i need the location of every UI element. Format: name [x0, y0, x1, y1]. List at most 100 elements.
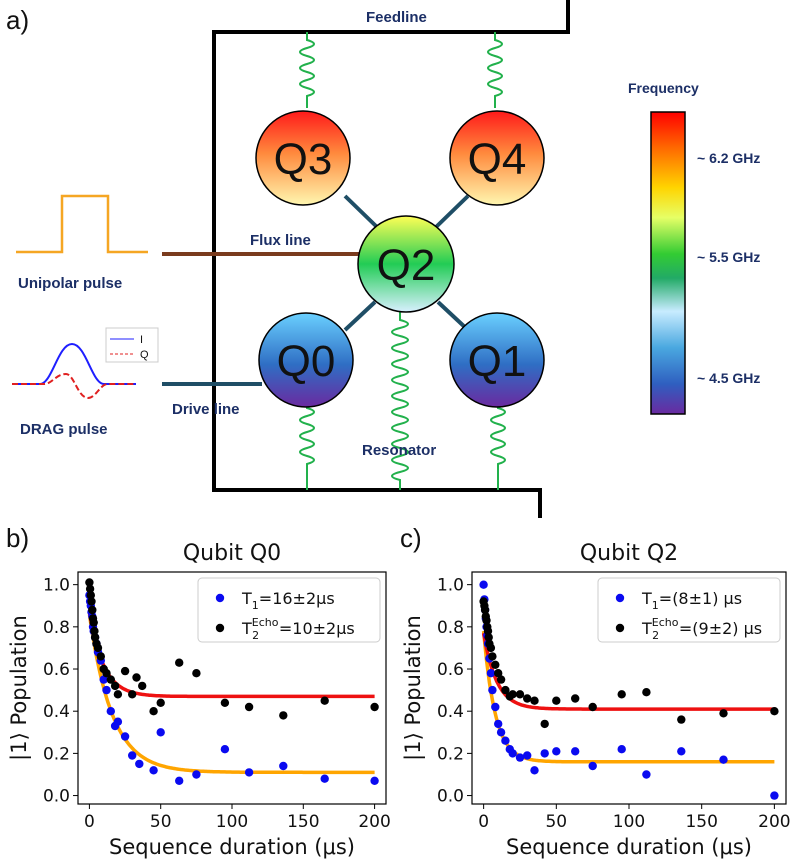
b-ytick-label: 0.6 [43, 660, 70, 680]
b-fit-0 [87, 613, 375, 775]
c-ytick-label: 0.6 [437, 660, 464, 680]
qubit-q0-circle [258, 312, 354, 408]
panel-a-label: a) [6, 5, 29, 35]
qubit-q3-circle [255, 110, 351, 206]
b-series1-point [149, 707, 158, 716]
drag-legend-i-label: I [140, 334, 143, 346]
c-series1-point [515, 690, 525, 699]
b-series1-point [128, 690, 137, 699]
c-xtick-label: 0 [478, 812, 489, 832]
c-series1-point [480, 605, 490, 615]
colorbar-tick-mid: ~ 5.5 GHz [697, 249, 760, 265]
c-series0-point [588, 761, 597, 771]
b-xtick-label: 50 [150, 812, 172, 832]
b-series0-point [149, 766, 158, 775]
b-xtick-label: 0 [84, 812, 95, 832]
b-series1-point [279, 711, 288, 720]
c-series1-point [588, 702, 597, 712]
c-series0-point [515, 753, 525, 762]
c-ytick-label: 0.8 [437, 618, 464, 638]
c-series1-point [491, 660, 500, 669]
c-ytick-label: 0.0 [437, 787, 464, 807]
b-series0-point [244, 768, 254, 777]
c-legend-label-0: T1=(8±1) μs [641, 589, 742, 612]
c-series0-point [486, 669, 496, 678]
couplers [343, 194, 470, 332]
c-xtick-label: 200 [758, 812, 790, 832]
b-series1-point [110, 681, 120, 691]
chart-q2: Qubit Q2 0 50 100 150 200 0.0 0.2 0.4 0.6 0.8 1.0 Se… [401, 541, 791, 859]
c-title: Qubit Q2 [580, 541, 678, 566]
b-series0-point [120, 732, 130, 741]
drag-pulse-label: DRAG pulse [20, 421, 108, 438]
coupler-q3-q2 [343, 194, 380, 230]
b-series0-point [370, 776, 379, 785]
c-legend-label-1: TEcho 2 =(9±2) μs [641, 616, 762, 642]
b-series1-point [320, 696, 329, 705]
b-series1-point [90, 626, 99, 636]
drive-line-label: Drive line [172, 401, 240, 418]
c-series0-point [770, 791, 779, 800]
b-ytick-label: 0.0 [43, 787, 70, 807]
b-series1-point [156, 698, 165, 707]
c-series1-point [719, 709, 728, 718]
b-ytick-label: 1.0 [43, 576, 70, 596]
coupler-q0-q2 [343, 300, 377, 332]
c-ytick-label: 1.0 [437, 576, 464, 596]
qubit-q0: Q0 [258, 312, 354, 408]
resonator-label: Resonator [362, 442, 436, 459]
b-xtick-label: 150 [287, 812, 319, 832]
feedline-label: Feedline [366, 9, 427, 26]
b-ytick-label: 0.2 [43, 744, 70, 764]
qubit-q2-label: Q2 [377, 241, 436, 290]
unipolar-pulse-icon [16, 194, 148, 254]
c-series0-point [479, 580, 488, 589]
coupler-q4-q2 [433, 194, 470, 230]
b-legend-marker-0 [215, 593, 225, 603]
drag-legend-q-label: Q [140, 349, 149, 361]
coupler-q1-q2 [436, 300, 470, 332]
c-series1-point [770, 707, 779, 716]
b-series0-point [102, 685, 111, 695]
qubit-q1-label: Q1 [468, 337, 527, 386]
b-ytick-label: 0.4 [43, 702, 70, 722]
c-series1-point [482, 616, 491, 625]
b-legend-label-1: TEcho 2 =10±2μs [241, 616, 355, 642]
feedline-wire [212, 0, 570, 518]
b-series0-point [99, 675, 108, 684]
c-legend-marker-0 [615, 593, 625, 603]
c-fit-1 [481, 632, 775, 711]
b-legend: T1=16±2μs TEcho 2 =10±2μs [197, 577, 381, 643]
drag-q-curve [12, 372, 136, 400]
c-series0-point [488, 685, 497, 695]
c-ytick-label: 0.2 [437, 744, 464, 764]
b-series1-point [220, 698, 230, 707]
qubit-q0-label: Q0 [277, 337, 336, 386]
b-series1-point [89, 618, 98, 627]
b-series1-point [86, 591, 96, 600]
b-series1-point [113, 690, 123, 699]
b-series1-point [102, 669, 111, 678]
drag-legend-box [105, 327, 159, 363]
b-series0-point [220, 745, 230, 754]
b-series0-point [192, 770, 201, 779]
colorbar-title: Frequency [628, 80, 699, 96]
b-series1-point [85, 584, 95, 594]
b-series0-point [135, 759, 144, 769]
c-xtick-label: 100 [613, 812, 645, 832]
c-series1-point [530, 696, 539, 705]
c-series1-point [501, 685, 510, 695]
b-xlabel: Sequence duration (μs) [109, 835, 355, 859]
c-series1-point [483, 626, 493, 636]
b-legend-label-0: T1=16±2μs [241, 589, 335, 612]
c-ylabel: |1⟩ Population [401, 615, 426, 761]
c-xtick-label: 50 [545, 812, 567, 832]
c-series1-point [617, 690, 626, 699]
b-series1-point [88, 605, 97, 615]
b-ylabel: |1⟩ Population [7, 615, 32, 761]
qubit-q4-circle [449, 110, 545, 206]
c-series1-point [496, 675, 506, 684]
c-series1-point [484, 633, 493, 642]
b-series1-point [244, 702, 254, 712]
c-xtick-label: 150 [685, 812, 717, 832]
